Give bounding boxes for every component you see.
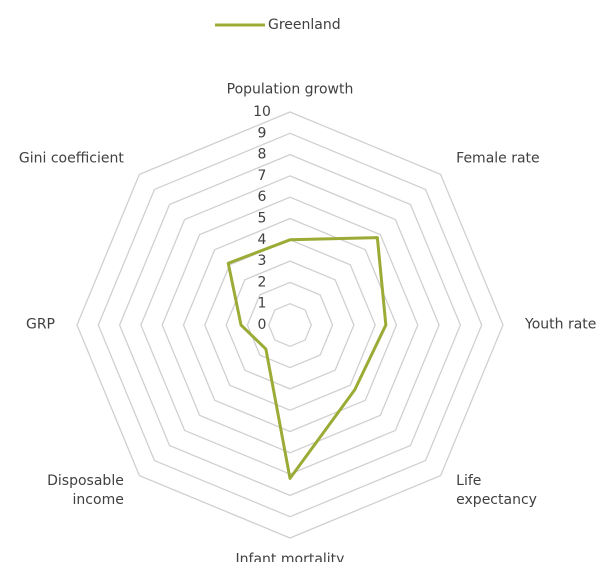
grid-ring	[97, 132, 483, 518]
grid-ring	[182, 217, 398, 433]
grid-ring	[204, 239, 376, 411]
r-tick-label: 10	[253, 104, 271, 120]
axis-label: Female rate	[456, 150, 540, 167]
series-line	[226, 236, 388, 480]
grid-ring	[267, 302, 313, 348]
grid-ring	[161, 196, 419, 454]
legend-label: Greenland	[268, 17, 341, 33]
axis-label: GRP	[25, 316, 55, 333]
r-tick-label: 4	[258, 232, 267, 248]
r-tick-label: 9	[258, 125, 267, 141]
grid-ring	[76, 111, 504, 539]
axis-label: Youth rate	[525, 316, 597, 333]
axis-label: Population growth	[226, 81, 354, 98]
r-tick-label: 2	[258, 274, 267, 290]
grid-ring	[225, 260, 355, 390]
r-tick-label: 3	[258, 253, 267, 269]
axis-label: Disposable income	[47, 473, 124, 509]
grid-ring	[118, 153, 462, 497]
r-tick-label: 1	[258, 296, 267, 312]
r-tick-label: 8	[258, 147, 267, 163]
grid-ring	[246, 281, 334, 369]
axis-label: Gini coefficient	[18, 150, 124, 167]
r-tick-label: 7	[258, 168, 267, 184]
r-tick-label: 0	[258, 317, 267, 333]
axis-label: Life expectancy	[456, 473, 537, 509]
r-tick-label: 6	[258, 189, 267, 205]
grid-ring	[140, 175, 440, 475]
r-tick-label: 5	[258, 211, 267, 227]
axis-label: Infant mortality	[235, 551, 345, 562]
